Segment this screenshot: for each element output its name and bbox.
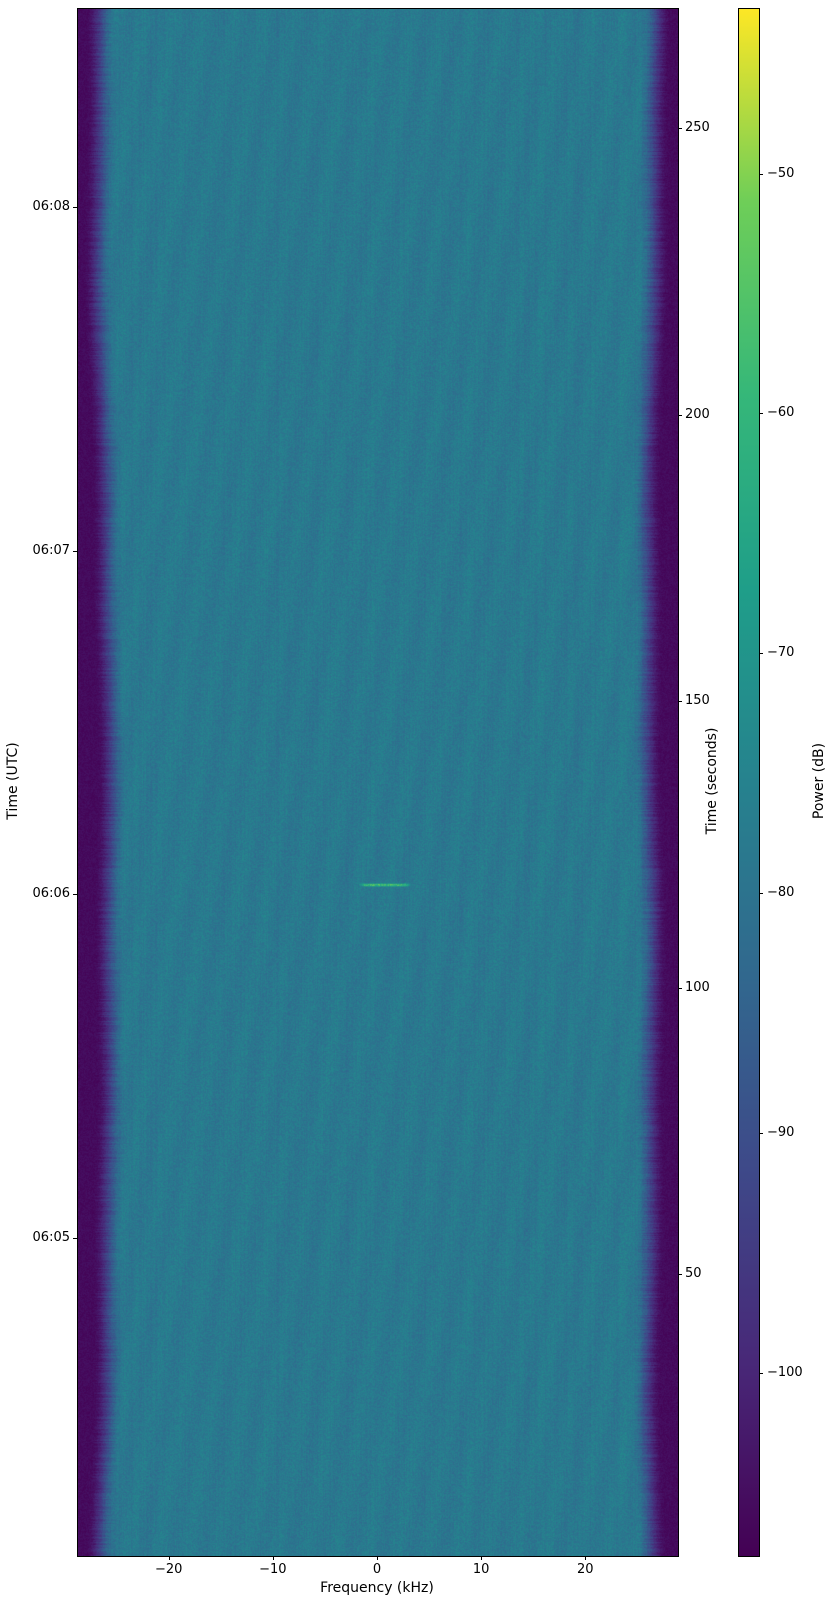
- colorbar-tick-mark: [759, 1132, 763, 1134]
- freq-tick-label: 0: [372, 1562, 382, 1577]
- colorbar-tick-mark: [759, 1372, 763, 1374]
- seconds-tick-mark: [678, 1274, 682, 1276]
- y-axis-label-left: Time (UTC): [5, 742, 21, 820]
- freq-tick-mark: [168, 1556, 170, 1560]
- seconds-tick-label: 250: [685, 120, 710, 136]
- colorbar-label: Power (dB): [811, 742, 827, 820]
- freq-tick-label: 10: [472, 1562, 490, 1577]
- colorbar-tick-label: −100: [767, 1364, 803, 1380]
- colorbar-tick-mark: [759, 893, 763, 894]
- freq-tick-mark: [377, 1556, 378, 1560]
- spectrogram-image: [78, 9, 678, 1556]
- utc-tick-label: 06:07: [32, 542, 70, 558]
- colorbar-tick-label: −60: [767, 405, 795, 421]
- seconds-tick-mark: [678, 987, 682, 989]
- utc-tick-mark: [73, 550, 77, 552]
- utc-tick-label: 06:06: [32, 886, 70, 901]
- seconds-tick-mark: [678, 701, 682, 703]
- colorbar-tick-mark: [759, 653, 763, 655]
- freq-tick-mark: [481, 1556, 483, 1560]
- colorbar-tick-label: −80: [767, 885, 795, 900]
- y-axis-label-right: Time (seconds): [704, 727, 720, 835]
- seconds-tick-mark: [678, 414, 682, 416]
- colorbar-tick-mark: [759, 413, 763, 415]
- seconds-tick-label: 100: [685, 979, 710, 995]
- freq-tick-label: −10: [259, 1562, 287, 1577]
- colorbar-tick-mark: [759, 173, 763, 175]
- freq-tick-mark: [272, 1556, 274, 1560]
- freq-tick-mark: [585, 1556, 587, 1560]
- colorbar-tick-label: −50: [767, 165, 795, 181]
- utc-tick-mark: [73, 206, 77, 208]
- seconds-tick-label: 150: [685, 693, 710, 709]
- utc-tick-label: 06:08: [32, 198, 70, 214]
- colorbar-tick-label: −90: [767, 1124, 795, 1140]
- plot-area: [77, 8, 679, 1557]
- utc-tick-mark: [73, 894, 77, 895]
- colorbar: [738, 8, 760, 1557]
- x-axis-label: Frequency (kHz): [320, 1580, 434, 1596]
- seconds-tick-label: 50: [685, 1266, 702, 1282]
- freq-tick-label: 20: [577, 1562, 594, 1577]
- seconds-tick-label: 200: [685, 406, 710, 422]
- utc-tick-label: 06:05: [32, 1230, 70, 1245]
- utc-tick-mark: [73, 1238, 77, 1239]
- colorbar-tick-label: −70: [767, 645, 795, 661]
- seconds-tick-mark: [678, 128, 682, 130]
- freq-tick-label: −20: [154, 1562, 183, 1577]
